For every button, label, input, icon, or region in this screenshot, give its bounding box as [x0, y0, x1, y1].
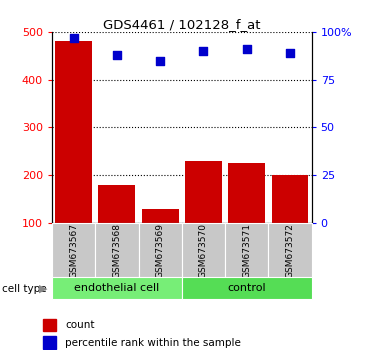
Bar	[182, 223, 225, 278]
Bar	[52, 223, 95, 278]
Bar	[268, 223, 312, 278]
Point	[244, 46, 250, 52]
Text: count: count	[65, 320, 95, 330]
Bar	[185, 161, 222, 223]
Bar	[95, 223, 138, 278]
Bar	[228, 163, 265, 223]
Text: GSM673572: GSM673572	[286, 223, 295, 278]
Point	[70, 35, 76, 40]
Bar	[272, 175, 308, 223]
Text: percentile rank within the sample: percentile rank within the sample	[65, 338, 242, 348]
Text: endothelial cell: endothelial cell	[74, 283, 160, 293]
Bar	[225, 223, 268, 278]
Bar	[43, 336, 56, 349]
Bar	[52, 277, 182, 299]
Text: GSM673571: GSM673571	[242, 223, 251, 278]
Point	[287, 50, 293, 56]
Text: ▶: ▶	[39, 284, 47, 293]
Point	[114, 52, 120, 58]
Point	[200, 48, 206, 54]
Text: GSM673569: GSM673569	[156, 223, 165, 278]
Title: GDS4461 / 102128_f_at: GDS4461 / 102128_f_at	[103, 18, 260, 31]
Text: control: control	[227, 283, 266, 293]
Text: cell type: cell type	[2, 284, 46, 293]
Bar	[182, 277, 312, 299]
Bar	[142, 209, 178, 223]
Text: GSM673567: GSM673567	[69, 223, 78, 278]
Point	[157, 58, 163, 63]
Bar	[138, 223, 182, 278]
Bar	[43, 319, 56, 331]
Bar	[55, 41, 92, 223]
Text: GSM673568: GSM673568	[112, 223, 121, 278]
Text: GSM673570: GSM673570	[199, 223, 208, 278]
Bar	[98, 185, 135, 223]
